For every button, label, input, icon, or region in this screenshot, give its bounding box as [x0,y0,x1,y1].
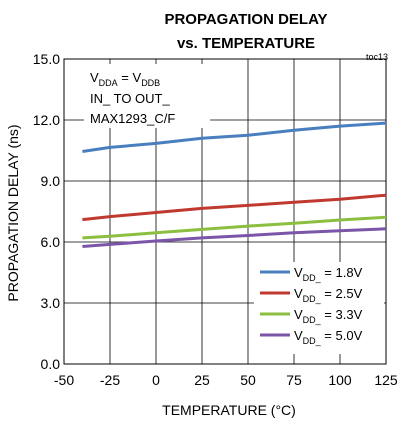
x-tick-labels: -50 -25 0 25 50 75 100 125 [54,372,398,388]
x-tick-label: -25 [100,372,120,388]
legend-background [254,262,384,354]
x-tick-label: 0 [152,372,160,388]
chart-title-line2: vs. TEMPERATURE [177,35,315,52]
y-axis-label: PROPAGATION DELAY (ns) [5,124,21,301]
x-tick-label: 75 [286,372,302,388]
y-tick-label: 6.0 [41,234,61,250]
legend-label: VDD_ = 3.3V [294,307,363,325]
series-line [82,193,387,222]
y-tick-label: 0.0 [41,356,61,372]
x-axis-label: TEMPERATURE (°C) [162,402,296,418]
x-tick-label: 25 [194,372,210,388]
anno-eq: = V [118,70,142,85]
legend-label: VDD_ = 1.8V [294,265,363,283]
legend-label: VDD_ = 2.5V [294,286,363,304]
chart-title-line1: PROPAGATION DELAY [164,11,327,28]
plot-frame [63,58,387,365]
series-lines [82,121,387,248]
x-tick-label: 50 [240,372,256,388]
annotation-background [84,64,210,128]
figure-id: toc13 [366,52,388,62]
y-tick-label: 9.0 [41,173,61,189]
y-tick-label: 15.0 [33,51,60,67]
x-tick-label: -50 [54,372,74,388]
anno-sub1: DDA [99,78,118,88]
legend-label: VDD_ = 5.0V [294,328,363,346]
series-line [82,215,387,240]
annotation-line2: IN_ TO OUT_ [90,91,170,106]
annotation-line1: VDDA = VDDB [90,70,160,88]
series-line [82,121,387,153]
y-tick-label: 3.0 [41,295,61,311]
y-tick-label: 12.0 [33,112,60,128]
anno-v1: V [90,70,99,85]
legend: VDD_ = 1.8V VDD_ = 2.5V VDD_ = 3.3V VDD_ = … [254,262,384,354]
conditions-annotation: VDDA = VDDB IN_ TO OUT_ MAX1293_C/F [84,64,210,128]
series-line [82,227,387,248]
x-tick-label: 100 [328,372,352,388]
y-tick-labels: 0.0 3.0 6.0 9.0 12.0 15.0 [33,51,60,372]
x-tick-label: 125 [374,372,398,388]
annotation-line3: MAX1293_C/F [90,111,175,126]
anno-sub2: DDB [141,78,160,88]
